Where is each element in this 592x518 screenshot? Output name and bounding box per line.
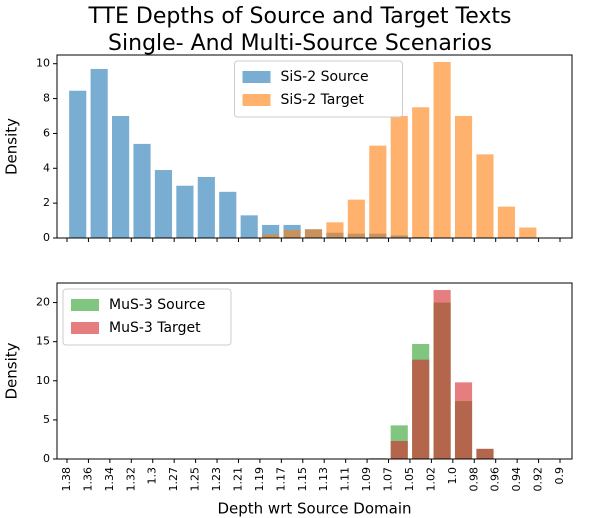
x-tick-label: 1.19 — [253, 467, 266, 492]
y-tick-label: 5 — [43, 413, 50, 426]
x-tick-label: 1.13 — [317, 467, 330, 492]
x-tick-label: 0.92 — [532, 467, 545, 492]
legend-label: MuS-3 Target — [109, 320, 201, 336]
x-tick-label: 1.36 — [81, 467, 94, 492]
legend-label: MuS-3 Source — [109, 297, 205, 313]
x-tick-label: 1.27 — [167, 467, 180, 492]
bar — [433, 61, 451, 238]
legend-box — [62, 288, 232, 346]
legend-label: SiS-2 Target — [281, 92, 365, 108]
axes-frame — [56, 54, 573, 239]
x-tick-label: 1.34 — [103, 467, 116, 492]
bar — [176, 185, 194, 238]
bar — [90, 68, 108, 238]
bar — [262, 234, 280, 238]
legend-label: SiS-2 Source — [281, 69, 369, 85]
x-tick-label: 0.96 — [489, 467, 502, 492]
x-axis-label: Depth wrt Source Domain — [217, 500, 411, 518]
x-tick-label: 1.25 — [189, 467, 202, 492]
bar — [412, 107, 430, 239]
title-line: TTE Depths of Source and Target Texts — [88, 4, 512, 29]
bar — [476, 448, 494, 459]
y-tick-label: 15 — [36, 335, 50, 348]
bar — [433, 290, 451, 459]
bar — [390, 116, 408, 238]
x-tick-label: 1.23 — [210, 467, 223, 492]
x-tick-label: 1.07 — [382, 467, 395, 492]
legend-box — [234, 60, 403, 118]
bar — [412, 359, 430, 459]
x-tick-label: 1.15 — [296, 467, 309, 492]
x-tick-label: 1.02 — [424, 467, 437, 492]
bar — [476, 154, 494, 238]
bar — [369, 145, 387, 238]
legend-swatch — [242, 94, 271, 106]
legend-swatch — [71, 299, 99, 311]
bar — [69, 90, 87, 238]
x-tick-label: 1.11 — [339, 467, 352, 492]
bar — [240, 215, 258, 238]
legend-swatch — [242, 71, 271, 83]
axes-frame — [56, 282, 573, 460]
x-tick-label: 1.3 — [146, 467, 159, 485]
bar — [304, 229, 323, 238]
bar — [283, 230, 301, 238]
bar — [219, 191, 237, 238]
y-tick-label: 8 — [43, 92, 50, 105]
bar — [154, 170, 173, 238]
bar — [347, 199, 365, 238]
bar — [112, 116, 130, 238]
title-line: Single- And Multi-Source Scenarios — [108, 31, 492, 56]
bar — [454, 382, 473, 459]
x-tick-label: 0.94 — [510, 467, 523, 492]
x-tick-label: 1.0 — [446, 467, 459, 485]
y-tick-label: 4 — [43, 161, 50, 174]
legend: SiS-2 Source SiS-2 Target — [234, 60, 403, 118]
y-tick-label: 0 — [43, 231, 50, 244]
y-tick-label: 0 — [43, 452, 50, 465]
bar — [454, 116, 473, 238]
x-tick-label: 1.21 — [231, 467, 244, 492]
bar — [390, 441, 408, 459]
y-tick-label: 6 — [43, 126, 50, 139]
x-tick-label: 1.32 — [124, 467, 137, 492]
y-axis-label: Density — [3, 118, 21, 175]
x-tick-label: 1.09 — [360, 467, 373, 492]
y-tick-label: 10 — [36, 57, 50, 70]
legend: MuS-3 Source MuS-3 Target — [62, 288, 232, 346]
bar — [497, 206, 515, 238]
bar — [197, 177, 215, 238]
legend-swatch — [71, 322, 99, 334]
x-tick-label: 1.17 — [274, 467, 287, 492]
x-tick-label: 0.98 — [467, 467, 480, 492]
y-tick-label: 10 — [36, 374, 50, 387]
x-tick-label: 1.05 — [403, 467, 416, 492]
bar — [133, 143, 151, 238]
x-tick-label: 1.38 — [60, 467, 73, 492]
x-tick-label: 0.9 — [553, 467, 566, 485]
y-tick-label: 2 — [43, 196, 50, 209]
bar — [519, 227, 537, 238]
bar — [326, 222, 344, 238]
y-tick-label: 20 — [36, 296, 50, 309]
y-axis-label: Density — [3, 342, 21, 399]
